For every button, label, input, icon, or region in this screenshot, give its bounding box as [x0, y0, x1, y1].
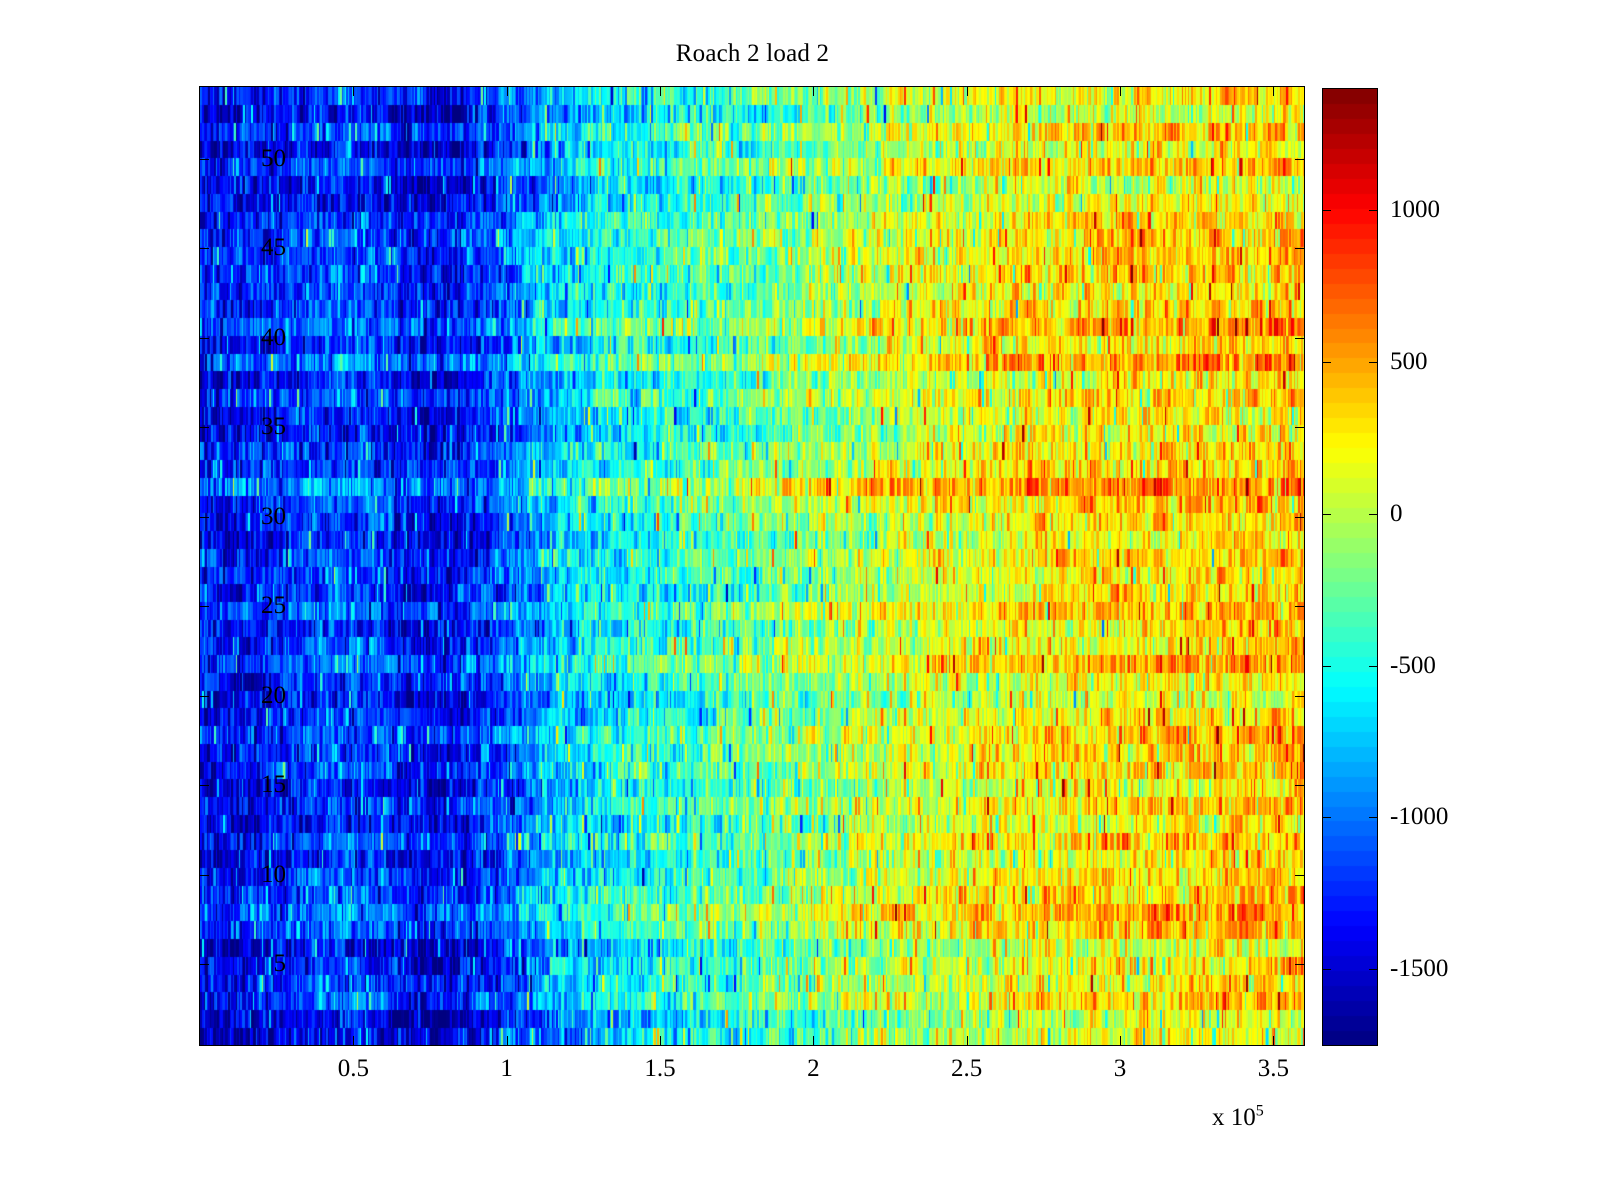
y-tick-mark-right [1295, 337, 1304, 339]
colorbar-gradient [1323, 89, 1377, 1045]
colorbar-tick-mark-right [1369, 210, 1377, 212]
colorbar[interactable] [1322, 88, 1378, 1046]
y-tick-label: 10 [261, 860, 286, 888]
y-tick-mark [200, 964, 209, 966]
y-tick-mark-right [1295, 158, 1304, 160]
x-tick-mark-top [506, 87, 508, 96]
y-tick-mark-right [1295, 695, 1304, 697]
colorbar-tick-mark [1323, 513, 1331, 515]
y-tick-mark [200, 606, 209, 608]
x-tick-label: 1.5 [644, 1055, 676, 1082]
colorbar-tick-mark-right [1369, 817, 1377, 819]
x-tick-mark-top [1120, 87, 1121, 96]
y-tick-label: 20 [261, 681, 286, 709]
colorbar-tick-label: -1500 [1390, 955, 1449, 983]
x-tick-mark-top [813, 87, 815, 96]
y-tick-mark-right [1295, 427, 1304, 429]
chart-title: Roach 2 load 2 [675, 40, 830, 67]
colorbar-tick-mark-right [1369, 665, 1377, 667]
colorbar-tick-mark [1323, 210, 1331, 212]
x-tick-label: 3 [1113, 1055, 1127, 1082]
x-exponent-power: 5 [1255, 1102, 1264, 1120]
x-tick-label: 0.5 [337, 1055, 369, 1082]
colorbar-tick-mark [1323, 817, 1331, 819]
x-tick-mark-top [1273, 87, 1275, 96]
y-tick-mark-right [1295, 785, 1304, 787]
y-tick-mark [200, 874, 209, 876]
y-tick-label: 25 [261, 592, 286, 620]
x-tick-mark [966, 1036, 968, 1045]
x-tick-label: 2.5 [951, 1055, 983, 1082]
y-tick-label: 40 [261, 323, 286, 351]
y-tick-mark [200, 158, 209, 160]
x-tick-mark-top [353, 87, 355, 96]
colorbar-tick-label: 0 [1390, 499, 1403, 527]
y-tick-label: 50 [261, 144, 286, 172]
y-tick-label: 45 [261, 234, 286, 262]
x-tick-mark [1120, 1036, 1121, 1045]
y-tick-mark-right [1295, 248, 1304, 250]
y-tick-mark-right [1295, 516, 1304, 518]
y-tick-label: 15 [261, 771, 286, 799]
x-tick-mark-top [966, 87, 968, 96]
heatmap-axes[interactable] [199, 86, 1305, 1046]
colorbar-tick-label: 500 [1390, 348, 1428, 376]
y-tick-mark [200, 427, 209, 429]
colorbar-tick-label: -1000 [1390, 803, 1449, 831]
x-tick-label: 3.5 [1257, 1055, 1289, 1082]
y-tick-label: 30 [261, 502, 286, 530]
colorbar-tick-mark-right [1369, 362, 1377, 364]
colorbar-tick-mark-right [1369, 513, 1377, 515]
colorbar-tick-mark-right [1369, 969, 1377, 971]
x-tick-mark [1273, 1036, 1275, 1045]
colorbar-tick-label: 1000 [1390, 196, 1440, 224]
x-tick-mark [353, 1036, 355, 1045]
y-tick-mark [200, 695, 209, 697]
y-tick-mark-right [1295, 606, 1304, 608]
y-tick-label: 35 [261, 413, 286, 441]
y-tick-label: 5 [273, 950, 287, 978]
colorbar-tick-mark [1323, 665, 1331, 667]
x-tick-mark-top [660, 87, 661, 96]
y-tick-mark [200, 516, 209, 518]
x-tick-label: 1 [500, 1055, 513, 1082]
colorbar-tick-mark [1323, 969, 1331, 971]
y-tick-mark [200, 248, 209, 250]
x-exponent-mantissa: x 10 [1212, 1104, 1256, 1131]
x-tick-mark [660, 1036, 661, 1045]
x-tick-label: 2 [807, 1055, 820, 1082]
x-tick-mark [813, 1036, 815, 1045]
colorbar-tick-mark [1323, 362, 1331, 364]
heatmap-image[interactable] [200, 87, 1304, 1045]
colorbar-tick-label: -500 [1390, 651, 1436, 679]
x-axis-exponent-label: x 105 [1212, 1102, 1264, 1131]
y-tick-mark [200, 785, 209, 787]
y-tick-mark [200, 337, 209, 339]
y-tick-mark-right [1295, 964, 1304, 966]
y-tick-mark-right [1295, 874, 1304, 876]
x-tick-mark [506, 1036, 508, 1045]
